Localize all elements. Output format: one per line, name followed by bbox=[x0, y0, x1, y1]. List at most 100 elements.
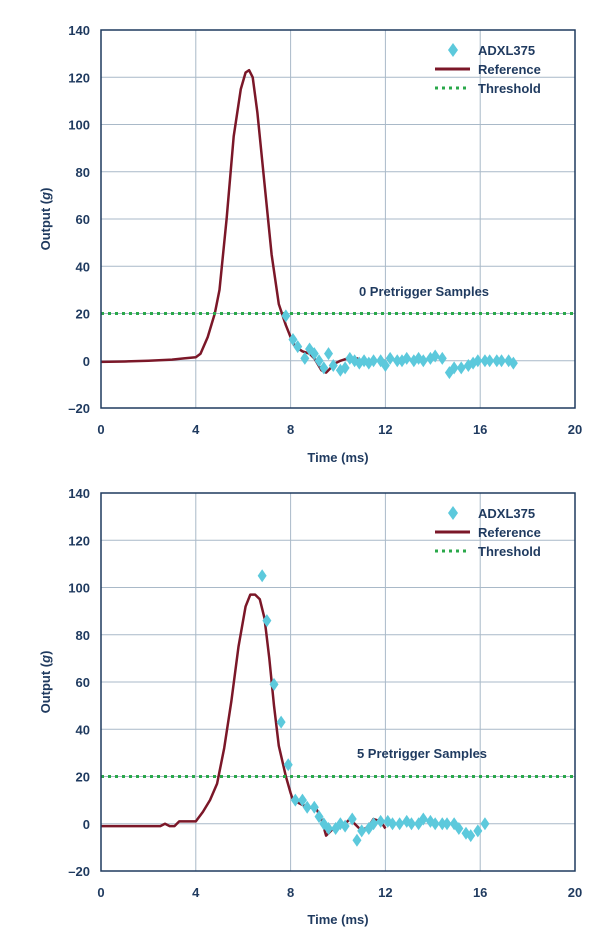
chart1-adxl375-point bbox=[392, 354, 402, 368]
chart1-adxl375-point bbox=[288, 332, 298, 346]
chart1-ytick-label: 100 bbox=[68, 118, 90, 133]
chart1-ytick-label: 0 bbox=[83, 354, 90, 369]
chart1-adxl375-point bbox=[340, 361, 350, 375]
chart2-adxl375-point bbox=[357, 824, 367, 838]
chart2-adxl375-point bbox=[352, 833, 362, 847]
chart2-xtick-label: 8 bbox=[287, 885, 294, 900]
chart1-panel: –20 0 20 40 60 80 100 120 140 0 4 8 12 16 20 Time (ms) O… bbox=[38, 23, 582, 465]
chart1-y-axis-title: Output (g) bbox=[38, 188, 53, 251]
chart1-xtick-label: 8 bbox=[287, 422, 294, 437]
chart2-adxl375-point bbox=[430, 817, 440, 831]
chart2-ytick-label: 140 bbox=[68, 486, 90, 501]
chart2-adxl375-point bbox=[309, 800, 319, 814]
chart1-xtick-label: 4 bbox=[192, 422, 200, 437]
chart1-adxl375-point bbox=[281, 309, 291, 323]
chart2-xtick-label: 0 bbox=[97, 885, 104, 900]
chart2-adxl375-point bbox=[340, 819, 350, 833]
chart2-legend-adxl375-label: ADXL375 bbox=[478, 506, 535, 521]
chart1-reference-line bbox=[100, 68, 386, 374]
chart2-annotation: 5 Pretrigger Samples bbox=[357, 746, 487, 761]
chart2-legend-adxl375-marker bbox=[448, 506, 458, 520]
chart1-adxl375-point bbox=[319, 361, 329, 375]
chart2-x-axis-title: Time (ms) bbox=[307, 912, 368, 927]
chart1-adxl375-point bbox=[473, 354, 483, 368]
chart1-adxl375-point bbox=[492, 354, 502, 368]
chart2-adxl375-point bbox=[418, 812, 428, 826]
chart1-legend-adxl375-label: ADXL375 bbox=[478, 43, 535, 58]
chart2-ytick-label: 20 bbox=[76, 770, 90, 785]
chart2-adxl375-point bbox=[388, 817, 398, 831]
chart1-adxl375-point bbox=[449, 361, 459, 375]
chart1-adxl375-point bbox=[380, 358, 390, 372]
chart2-plot-frame bbox=[100, 492, 576, 872]
chart2-ytick-label: 80 bbox=[76, 628, 90, 643]
chart2-adxl375-point bbox=[376, 814, 386, 828]
chart2-adxl375-point bbox=[269, 677, 279, 691]
chart1-xtick-label: 12 bbox=[378, 422, 392, 437]
chart2-adxl375-point bbox=[262, 614, 272, 628]
chart2-legend-threshold-label: Threshold bbox=[478, 544, 541, 559]
chart1-xtick-label: 16 bbox=[473, 422, 487, 437]
chart2-ytick-label: 40 bbox=[76, 722, 90, 737]
chart1-adxl375-point bbox=[369, 354, 379, 368]
chart2-adxl375-point bbox=[314, 810, 324, 824]
chart2-adxl375-point bbox=[406, 817, 416, 831]
chart2-adxl375-point bbox=[283, 758, 293, 772]
chart2-adxl375-point bbox=[290, 793, 300, 807]
chart2-adxl375-point bbox=[437, 817, 447, 831]
chart2-adxl375-point bbox=[369, 817, 379, 831]
chart2-ytick-label: 100 bbox=[68, 581, 90, 596]
chart1-adxl375-point bbox=[300, 351, 310, 365]
chart2-panel: –20 0 20 40 60 80 100 120 140 0 4 8 12 16 20 Time (ms) O… bbox=[38, 486, 582, 927]
chart2-xtick-label: 16 bbox=[473, 885, 487, 900]
chart1-ytick-label: 140 bbox=[68, 23, 90, 38]
chart2-adxl375-point bbox=[480, 817, 490, 831]
chart1-ytick-label: 20 bbox=[76, 307, 90, 322]
chart2-adxl375-point bbox=[302, 800, 312, 814]
chart1-adxl375-point bbox=[309, 347, 319, 361]
chart1-adxl375-point bbox=[456, 361, 466, 375]
chart1-adxl375-point bbox=[385, 351, 395, 365]
chart1-xtick-label: 0 bbox=[97, 422, 104, 437]
chart1-adxl375-point bbox=[293, 340, 303, 354]
chart2-adxl375-point bbox=[454, 821, 464, 835]
chart1-adxl375-point bbox=[480, 354, 490, 368]
chart2-adxl375-point bbox=[395, 817, 405, 831]
chart2-ytick-label: 120 bbox=[68, 533, 90, 548]
chart1-adxl375-point bbox=[430, 349, 440, 363]
chart2-ytick-label: –20 bbox=[68, 864, 90, 879]
chart1-xtick-label: 20 bbox=[568, 422, 582, 437]
chart2-adxl375-point bbox=[347, 812, 357, 826]
chart1-ytick-label: 40 bbox=[76, 259, 90, 274]
chart2-xtick-label: 12 bbox=[378, 885, 392, 900]
chart1-adxl375-point bbox=[324, 347, 334, 361]
chart2-ytick-label: 0 bbox=[83, 817, 90, 832]
chart1-annotation: 0 Pretrigger Samples bbox=[359, 284, 489, 299]
chart2-reference-line bbox=[101, 593, 387, 837]
chart2-adxl375-point bbox=[473, 824, 483, 838]
chart1-adxl375-point bbox=[508, 356, 518, 370]
chart2-y-axis-title: Output (g) bbox=[38, 651, 53, 714]
chart2-xtick-label: 20 bbox=[568, 885, 582, 900]
chart2-adxl375-point bbox=[257, 569, 267, 583]
chart2-adxl375-point bbox=[276, 715, 286, 729]
chart1-adxl375-point bbox=[418, 354, 428, 368]
chart1-ytick-label: 80 bbox=[76, 165, 90, 180]
chart1-legend-reference-label: Reference bbox=[478, 62, 541, 77]
chart1-ytick-label: –20 bbox=[68, 401, 90, 416]
chart1-legend-adxl375-marker bbox=[448, 43, 458, 57]
chart1-adxl375-point bbox=[402, 351, 412, 365]
chart2-ytick-label: 60 bbox=[76, 675, 90, 690]
chart1-legend-threshold-label: Threshold bbox=[478, 81, 541, 96]
chart2-adxl375-point bbox=[466, 829, 476, 843]
chart1-plot-frame bbox=[100, 29, 576, 409]
chart1-adxl375-point bbox=[328, 358, 338, 372]
chart1-adxl375-point bbox=[437, 351, 447, 365]
chart2-legend-reference-label: Reference bbox=[478, 525, 541, 540]
chart2-xtick-label: 4 bbox=[192, 885, 200, 900]
chart1-ytick-label: 60 bbox=[76, 212, 90, 227]
chart2-adxl375-point bbox=[324, 821, 334, 835]
chart2-adxl375-point bbox=[442, 817, 452, 831]
